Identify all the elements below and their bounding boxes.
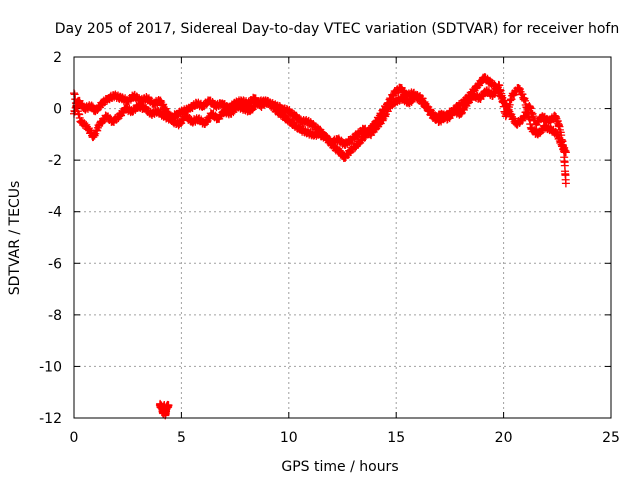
data-series [70, 72, 570, 420]
x-tick-label: 15 [387, 430, 405, 446]
chart-title: Day 205 of 2017, Sidereal Day-to-day VTE… [55, 21, 619, 37]
data-point-fill [378, 116, 387, 125]
data-point-fill [164, 401, 173, 410]
y-axis-label: SDTVAR / TECUs [7, 181, 23, 296]
y-tick-label: 0 [53, 102, 62, 118]
x-tick-label: 10 [280, 430, 298, 446]
data-point-fill [161, 104, 170, 113]
data-point-fill [423, 106, 432, 115]
x-tick-label: 0 [70, 430, 79, 446]
y-tick-label: -2 [48, 153, 62, 169]
y-tick-label: -6 [48, 256, 62, 272]
plot-frame [73, 56, 612, 419]
axis-tick-labels: 0 5 10 15 20 25 -12 -10 -8 -6 -4 -2 0 2 [39, 50, 620, 446]
data-point-fill [507, 95, 516, 104]
y-tick-label: 2 [53, 50, 62, 66]
data-point-fill [555, 120, 564, 129]
y-tick-label: -10 [39, 359, 62, 375]
x-axis-label: GPS time / hours [281, 459, 398, 475]
x-tick-label: 20 [495, 430, 513, 446]
y-tick-label: -12 [39, 411, 62, 427]
x-tick-label: 25 [602, 430, 620, 446]
data-point-fill [494, 80, 503, 89]
data-point-fill [561, 147, 570, 156]
data-point-fill [520, 94, 529, 103]
series-sdtvar-outlier-cluster [155, 399, 173, 420]
series-sdtvar-trace-b [70, 80, 570, 157]
y-tick-label: -4 [48, 205, 62, 221]
x-tick-label: 5 [177, 430, 186, 446]
data-point-fill [561, 175, 570, 184]
y-tick-label: -8 [48, 308, 62, 324]
